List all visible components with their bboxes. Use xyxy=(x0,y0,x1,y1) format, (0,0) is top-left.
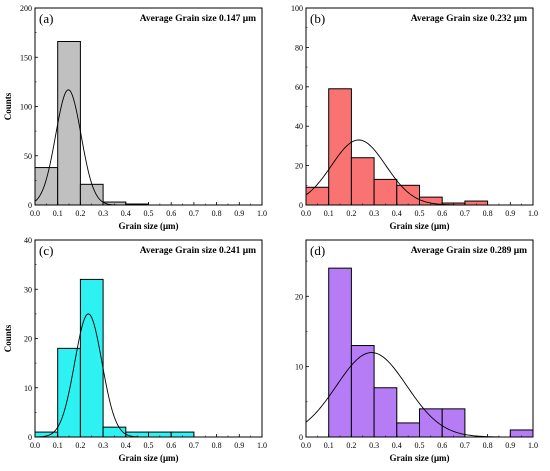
x-tick-label: 0.4 xyxy=(121,209,131,218)
panel-label: (d) xyxy=(310,243,325,258)
y-tick-label: 40 xyxy=(24,236,32,245)
x-tick-label: 0.2 xyxy=(346,209,356,218)
x-tick-label: 0.7 xyxy=(189,209,199,218)
x-tick-label: 0.5 xyxy=(144,209,154,218)
histogram-bar xyxy=(79,278,104,438)
x-tick-label: 0.0 xyxy=(30,209,40,218)
y-tick-label: 20 xyxy=(295,292,303,301)
y-axis-title: Counts xyxy=(3,92,13,120)
x-tick-label: 0.2 xyxy=(75,441,85,450)
x-tick-label: 0.3 xyxy=(98,209,108,218)
y-tick-label: 100 xyxy=(20,103,32,112)
histogram-bar xyxy=(396,184,420,206)
x-tick-label: 0.2 xyxy=(75,209,85,218)
x-tick-label: 1.0 xyxy=(528,209,538,218)
y-tick-label: 0 xyxy=(299,433,303,442)
x-tick-label: 0.8 xyxy=(483,209,493,218)
y-tick-label: 0 xyxy=(28,433,32,442)
average-grain-size-annotation: Average Grain size 0.241 μm xyxy=(140,246,256,256)
x-tick-label: 0.0 xyxy=(301,209,311,218)
histogram-bar xyxy=(373,178,398,206)
histogram-bar xyxy=(350,157,375,206)
x-tick-label: 0.3 xyxy=(369,209,379,218)
x-tick-label: 0.1 xyxy=(324,209,334,218)
average-grain-size-annotation: Average Grain size 0.232 μm xyxy=(411,14,527,24)
y-tick-label: 20 xyxy=(295,162,303,171)
y-tick-label: 50 xyxy=(24,152,32,161)
x-tick-label: 0.6 xyxy=(166,441,176,450)
histogram-bar xyxy=(328,267,352,438)
y-tick-label: 30 xyxy=(24,285,32,294)
y-tick-label: 20 xyxy=(24,335,32,344)
y-tick-label: 100 xyxy=(291,4,303,13)
y-tick-label: 80 xyxy=(295,43,303,52)
x-tick-label: 0.9 xyxy=(505,209,515,218)
histogram-bar xyxy=(350,345,375,438)
x-tick-label: 0.3 xyxy=(369,441,379,450)
histogram-bar xyxy=(373,387,398,438)
x-axis-title: Grain size (μm) xyxy=(118,221,178,231)
x-tick-label: 0.3 xyxy=(98,441,108,450)
panel-label: (a) xyxy=(39,11,53,26)
histogram-bar xyxy=(305,186,330,206)
x-tick-label: 0.2 xyxy=(346,441,356,450)
x-axis-title: Grain size (μm) xyxy=(389,221,449,231)
y-tick-label: 0 xyxy=(28,201,32,210)
x-tick-label: 0.6 xyxy=(166,209,176,218)
x-tick-label: 0.8 xyxy=(483,441,493,450)
histogram-bar xyxy=(57,40,81,206)
x-tick-label: 0.0 xyxy=(301,441,311,450)
histogram-bar xyxy=(79,183,104,206)
y-tick-label: 10 xyxy=(24,384,32,393)
histogram-bar xyxy=(34,167,59,206)
x-tick-label: 0.9 xyxy=(234,209,244,218)
x-tick-label: 0.1 xyxy=(53,441,63,450)
y-tick-label: 200 xyxy=(20,4,32,13)
panel-1: 0.0 0.1 0.2 0.3 0.4 0.5 0.6 0.7 0.8 0.9 1.0 0 50 100 1… xyxy=(3,4,267,231)
x-tick-label: 1.0 xyxy=(257,441,267,450)
x-tick-label: 0.7 xyxy=(460,441,470,450)
x-tick-label: 0.9 xyxy=(505,441,515,450)
x-tick-label: 0.8 xyxy=(212,209,222,218)
x-tick-label: 0.4 xyxy=(392,441,402,450)
average-grain-size-annotation: Average Grain size 0.289 μm xyxy=(411,246,527,256)
x-tick-label: 0.4 xyxy=(121,441,131,450)
y-tick-label: 10 xyxy=(295,363,303,372)
histogram-bar xyxy=(396,422,420,438)
x-tick-label: 1.0 xyxy=(528,441,538,450)
average-grain-size-annotation: Average Grain size 0.147 μm xyxy=(140,14,256,24)
x-tick-label: 0.5 xyxy=(144,441,154,450)
x-tick-label: 0.1 xyxy=(53,209,63,218)
histogram-bar xyxy=(441,408,466,438)
x-tick-label: 0.6 xyxy=(437,209,447,218)
x-tick-label: 0.8 xyxy=(212,441,222,450)
panel-3: 0.0 0.1 0.2 0.3 0.4 0.5 0.6 0.7 0.8 0.9 1.0 0 10 20 30… xyxy=(3,236,267,463)
y-tick-label: 40 xyxy=(295,122,303,131)
panel-4: 0.0 0.1 0.2 0.3 0.4 0.5 0.6 0.7 0.8 0.9 1.0 0 10 20 Gr… xyxy=(295,239,538,463)
x-tick-label: 1.0 xyxy=(257,209,267,218)
x-axis-title: Grain size (μm) xyxy=(389,453,449,463)
x-tick-label: 0.7 xyxy=(460,209,470,218)
x-tick-label: 0.9 xyxy=(234,441,244,450)
x-tick-label: 0.0 xyxy=(30,441,40,450)
y-axis-title: Counts xyxy=(3,324,13,352)
x-tick-label: 0.5 xyxy=(415,209,425,218)
x-tick-label: 0.5 xyxy=(415,441,425,450)
x-tick-label: 0.1 xyxy=(324,441,334,450)
x-tick-label: 0.7 xyxy=(189,441,199,450)
y-tick-label: 150 xyxy=(20,53,32,62)
x-tick-label: 0.6 xyxy=(437,441,447,450)
y-tick-label: 0 xyxy=(299,201,303,210)
x-axis-title: Grain size (μm) xyxy=(118,453,178,463)
histogram-bar xyxy=(328,88,352,206)
y-tick-label: 60 xyxy=(295,83,303,92)
panel-2: 0.0 0.1 0.2 0.3 0.4 0.5 0.6 0.7 0.8 0.9 1.0 0 20 40 60… xyxy=(291,4,538,231)
panel-label: (c) xyxy=(39,243,53,258)
x-tick-label: 0.4 xyxy=(392,209,402,218)
panel-label: (b) xyxy=(310,11,325,26)
